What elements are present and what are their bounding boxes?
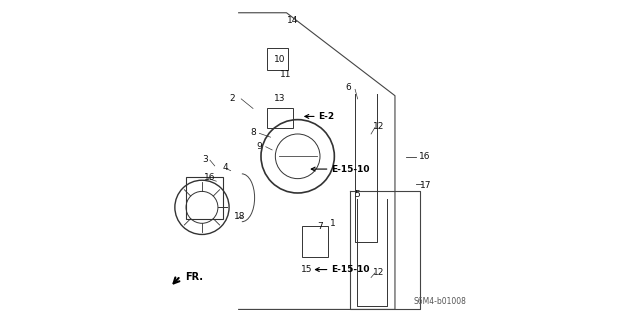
Bar — [303, 226, 328, 257]
Text: 12: 12 — [372, 122, 384, 130]
Text: 6: 6 — [346, 83, 351, 92]
Text: 2: 2 — [230, 94, 236, 103]
Text: 4: 4 — [223, 163, 228, 172]
Text: E-15-10: E-15-10 — [331, 265, 370, 274]
Bar — [186, 177, 223, 219]
Text: 15: 15 — [301, 265, 312, 274]
Text: 11: 11 — [280, 70, 292, 79]
Text: 16: 16 — [204, 173, 215, 182]
Text: 1: 1 — [330, 219, 335, 228]
Text: 10: 10 — [274, 55, 285, 63]
Text: E-2: E-2 — [319, 112, 335, 121]
Text: 8: 8 — [250, 128, 256, 137]
Text: 13: 13 — [274, 94, 285, 103]
Bar — [268, 48, 288, 70]
Text: FR.: FR. — [185, 271, 203, 282]
Text: 12: 12 — [372, 268, 384, 277]
Bar — [268, 108, 293, 128]
Text: 18: 18 — [234, 212, 245, 221]
Text: 17: 17 — [420, 181, 431, 189]
Text: S6M4-b01008: S6M4-b01008 — [413, 297, 466, 306]
Text: E-15-10: E-15-10 — [331, 165, 370, 174]
Text: 16: 16 — [419, 152, 430, 161]
Text: 5: 5 — [355, 190, 360, 199]
Text: 7: 7 — [317, 222, 323, 231]
Text: 9: 9 — [257, 142, 262, 151]
Text: 3: 3 — [202, 155, 208, 164]
Text: 14: 14 — [287, 16, 298, 25]
